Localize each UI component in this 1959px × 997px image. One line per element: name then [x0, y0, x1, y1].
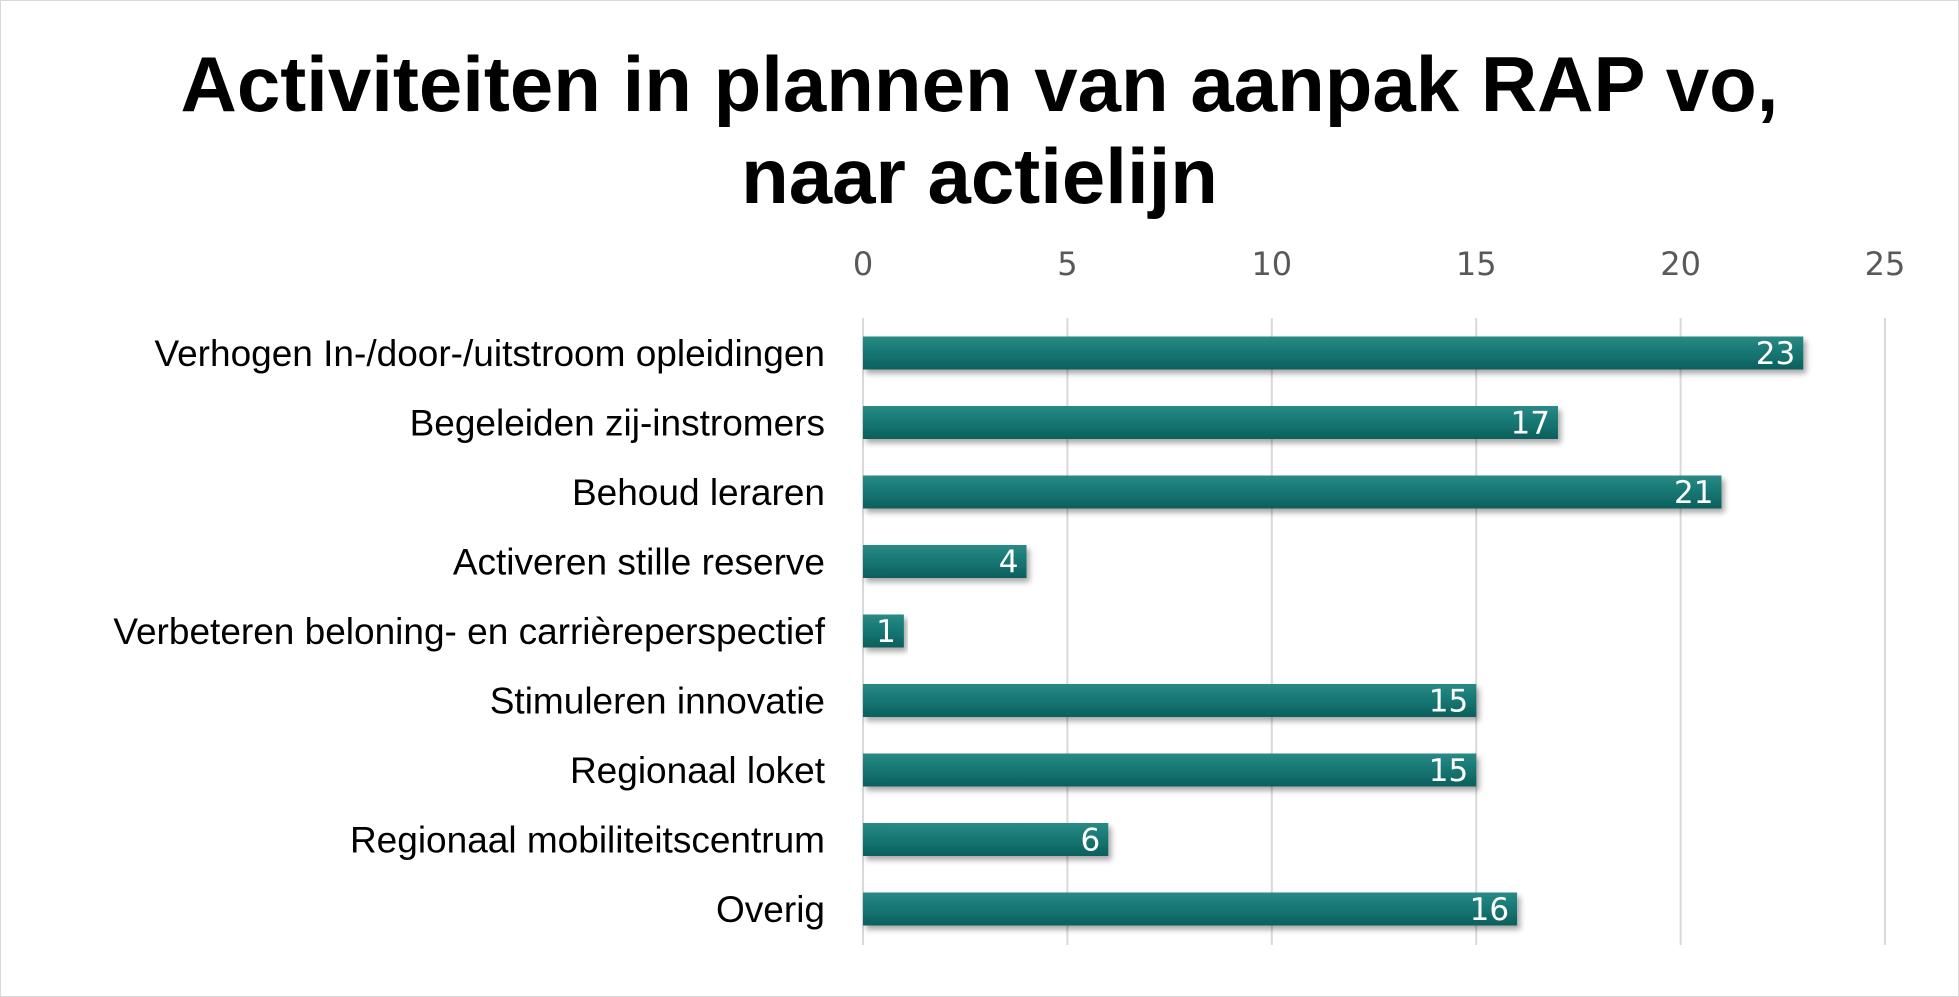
- x-tick-label: 20: [1660, 245, 1701, 283]
- data-label: 1: [876, 614, 896, 650]
- bar: [863, 823, 1109, 856]
- bar: [863, 892, 1518, 926]
- data-label: 23: [1756, 336, 1795, 372]
- data-label: 17: [1511, 406, 1550, 442]
- chart-title-line-2: naar actielijn: [741, 132, 1218, 220]
- bars: [863, 336, 1804, 926]
- x-tick-label: 15: [1456, 245, 1497, 283]
- category-label: Overig: [716, 889, 825, 930]
- x-tick-label: 0: [853, 245, 873, 283]
- category-label: Activeren stille reserve: [453, 542, 825, 583]
- data-label: 16: [1470, 892, 1509, 928]
- bar: [863, 545, 1027, 578]
- x-tick-label: 25: [1865, 245, 1906, 283]
- bar: [863, 614, 904, 648]
- category-label: Begeleiden zij-instromers: [410, 403, 825, 444]
- bar: [863, 406, 1558, 439]
- bar: [863, 336, 1804, 370]
- chart-title: Activiteiten in plannen van aanpak RAP v…: [0, 38, 1959, 222]
- data-labels: 23 17 21 4 1 15 15 6 16: [876, 336, 1795, 928]
- bar: [863, 475, 1722, 509]
- x-axis-ticks: 0 5 10 15 20 25: [853, 245, 1906, 283]
- category-label: Verbeteren beloning- en carrièreperspect…: [113, 611, 825, 652]
- category-label: Verhogen In-/door-/uitstroom opleidingen: [154, 333, 825, 374]
- x-tick-label: 10: [1251, 245, 1292, 283]
- category-label: Stimuleren innovatie: [490, 681, 825, 722]
- bar: [863, 684, 1477, 717]
- chart-title-line-1: Activiteiten in plannen van aanpak RAP v…: [180, 40, 1779, 128]
- category-label: Behoud leraren: [572, 472, 825, 513]
- bar: [863, 753, 1477, 787]
- data-label: 15: [1429, 753, 1468, 789]
- x-tick-label: 5: [1057, 245, 1077, 283]
- category-label: Regionaal mobiliteitscentrum: [350, 820, 825, 861]
- data-label: 21: [1674, 475, 1713, 511]
- category-label: Regionaal loket: [570, 750, 826, 791]
- data-label: 15: [1429, 684, 1468, 720]
- data-label: 6: [1081, 823, 1101, 859]
- data-label: 4: [999, 545, 1019, 581]
- category-labels: Verhogen In-/door-/uitstroom opleidingen…: [113, 333, 825, 930]
